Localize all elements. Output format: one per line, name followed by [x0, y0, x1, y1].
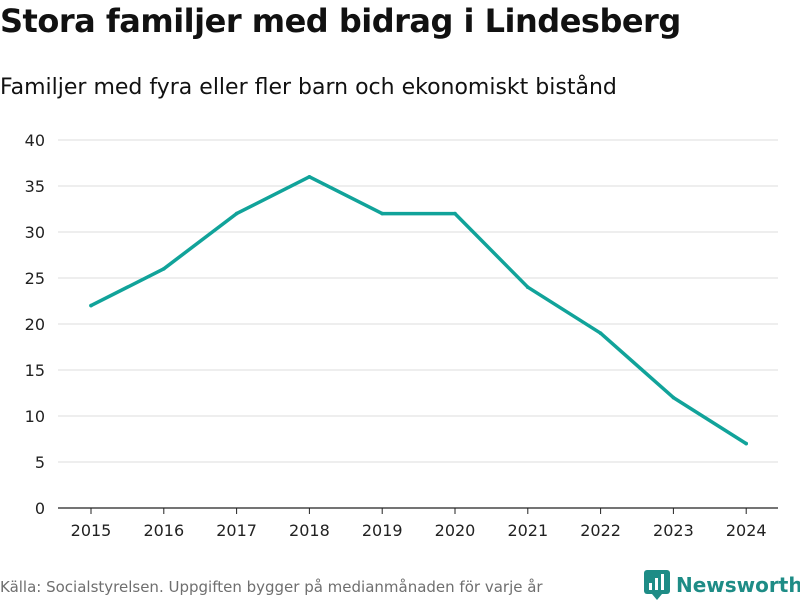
x-tick-label: 2019: [362, 521, 403, 540]
data-point: [453, 211, 457, 216]
chart-title: Stora familjer med bidrag i Lindesberg: [0, 2, 681, 40]
y-tick-label: 5: [35, 453, 45, 472]
x-tick-label: 2021: [507, 521, 548, 540]
y-tick-label: 15: [25, 361, 45, 380]
x-tick-label: 2020: [435, 521, 476, 540]
x-tick-label: 2023: [653, 521, 694, 540]
x-tick-label: 2017: [216, 521, 257, 540]
data-point: [598, 331, 603, 336]
data-point: [380, 211, 385, 216]
y-tick-label: 10: [25, 407, 45, 426]
data-point: [162, 267, 166, 271]
data-point: [307, 175, 312, 179]
x-tick-label: 2018: [289, 521, 330, 540]
y-tick-label: 0: [35, 499, 45, 518]
y-tick-label: 35: [25, 177, 45, 196]
x-tick-label: 2024: [726, 521, 767, 540]
series-line: [89, 175, 748, 446]
brand: Newsworthy: [644, 570, 800, 600]
x-tick-label: 2015: [71, 521, 112, 540]
brand-name: Newsworthy: [676, 573, 800, 597]
x-tick-label: 2016: [143, 521, 184, 540]
data-point: [526, 285, 530, 290]
y-tick-label: 30: [25, 223, 45, 242]
source-note: Källa: Socialstyrelsen. Uppgiften bygger…: [0, 578, 543, 596]
data-point: [89, 303, 93, 308]
data-point: [744, 441, 748, 446]
data-point: [234, 211, 239, 216]
y-tick-label: 40: [25, 131, 45, 150]
newsworthy-logo-icon: [644, 570, 670, 600]
y-tick-label: 20: [25, 315, 45, 334]
data-point: [671, 395, 676, 400]
chart-subtitle: Familjer med fyra eller fler barn och ek…: [0, 75, 617, 100]
x-tick-label: 2022: [580, 521, 621, 540]
y-tick-label: 25: [25, 269, 45, 288]
